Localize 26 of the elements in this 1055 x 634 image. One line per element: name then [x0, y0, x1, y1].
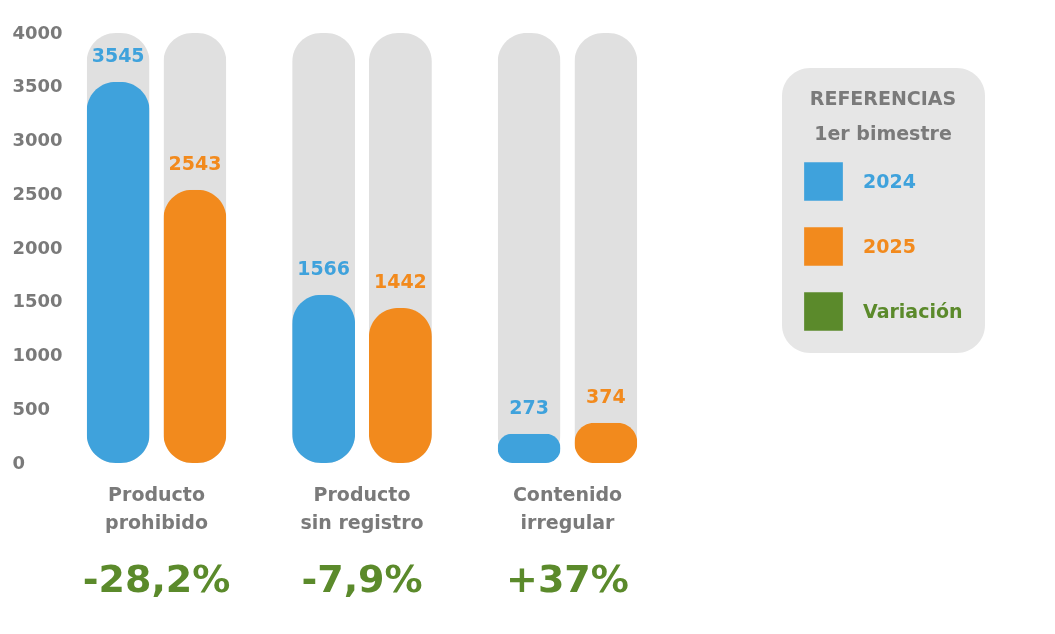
data-label: 374 — [586, 384, 626, 407]
y-tick-label: 1000 — [12, 344, 63, 365]
legend-title: REFERENCIAS — [809, 87, 957, 109]
data-label: 2543 — [168, 151, 222, 174]
data-label: 1566 — [297, 256, 351, 279]
y-tick-label: 500 — [12, 397, 51, 419]
text: 1er bimestre — [814, 122, 952, 144]
y-tick-label: 1500 — [12, 290, 63, 312]
legend-label: 2024 — [863, 169, 916, 192]
data-label: 273 — [509, 395, 549, 418]
text: -7,9% — [301, 557, 423, 601]
data-label: 3545 — [91, 43, 145, 66]
legend-label: Variación — [863, 299, 963, 322]
x-tick-label: Contenido irregular — [512, 482, 623, 533]
y-tick-label: 3000 — [12, 129, 63, 150]
text: -28,2% — [82, 557, 231, 601]
y-tick-label: 0 — [12, 451, 26, 473]
data-label: 1442 — [373, 269, 427, 292]
legend-label: 2025 — [863, 234, 916, 257]
x-tick-label: Producto sin registro — [300, 482, 424, 533]
text: +37% — [506, 557, 629, 601]
y-tick-label: 2000 — [12, 236, 63, 258]
y-tick-label: 2500 — [12, 182, 63, 204]
x-tick-label: Producto prohibido — [105, 482, 208, 533]
y-tick-label: 3500 — [12, 75, 63, 97]
y-tick-label: 4000 — [12, 21, 63, 43]
